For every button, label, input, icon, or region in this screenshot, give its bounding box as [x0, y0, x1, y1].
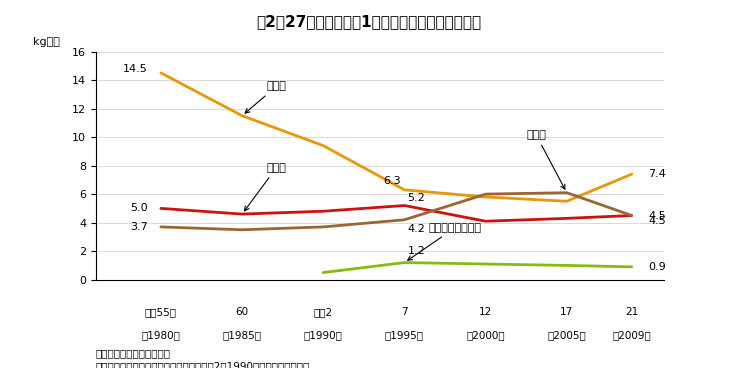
Text: りんご: りんご	[244, 163, 286, 211]
Text: グレープフルーツ: グレープフルーツ	[407, 223, 482, 260]
Text: 4.2: 4.2	[407, 224, 426, 234]
Text: 5.0: 5.0	[131, 204, 148, 213]
Text: 4.5: 4.5	[648, 210, 666, 220]
Text: 昭和55年: 昭和55年	[145, 307, 177, 317]
Text: 60: 60	[235, 307, 249, 317]
Text: みかん: みかん	[245, 81, 286, 113]
Text: バナナ: バナナ	[526, 130, 565, 189]
Text: 1.2: 1.2	[407, 246, 425, 256]
Text: （2000）: （2000）	[466, 330, 505, 340]
Text: 資料：総務省「家計調査」: 資料：総務省「家計調査」	[96, 348, 171, 358]
Text: kg／年: kg／年	[33, 37, 61, 47]
Text: 14.5: 14.5	[123, 64, 148, 74]
Text: 4.5: 4.5	[648, 216, 666, 226]
Text: （1995）: （1995）	[385, 330, 424, 340]
Text: 7.4: 7.4	[648, 169, 666, 179]
Text: 21: 21	[625, 307, 638, 317]
Text: 0.9: 0.9	[648, 262, 666, 272]
Text: （2005）: （2005）	[548, 330, 586, 340]
Text: 図2－27　主な果実の1人当たりの購入数量の推移: 図2－27 主な果実の1人当たりの購入数量の推移	[256, 15, 482, 29]
Text: 平成2: 平成2	[314, 307, 333, 317]
Text: 6.3: 6.3	[384, 176, 401, 185]
Text: 17: 17	[560, 307, 573, 317]
Text: 注：グレープフルーツについては、平成2（1990）年から集計を開始: 注：グレープフルーツについては、平成2（1990）年から集計を開始	[96, 361, 310, 368]
Text: （2009）: （2009）	[613, 330, 651, 340]
Text: 5.2: 5.2	[407, 193, 425, 203]
Text: （1980）: （1980）	[142, 330, 180, 340]
Text: 7: 7	[401, 307, 407, 317]
Text: 12: 12	[479, 307, 492, 317]
Text: 3.7: 3.7	[130, 222, 148, 232]
Text: （1985）: （1985）	[223, 330, 261, 340]
Text: （1990）: （1990）	[304, 330, 342, 340]
